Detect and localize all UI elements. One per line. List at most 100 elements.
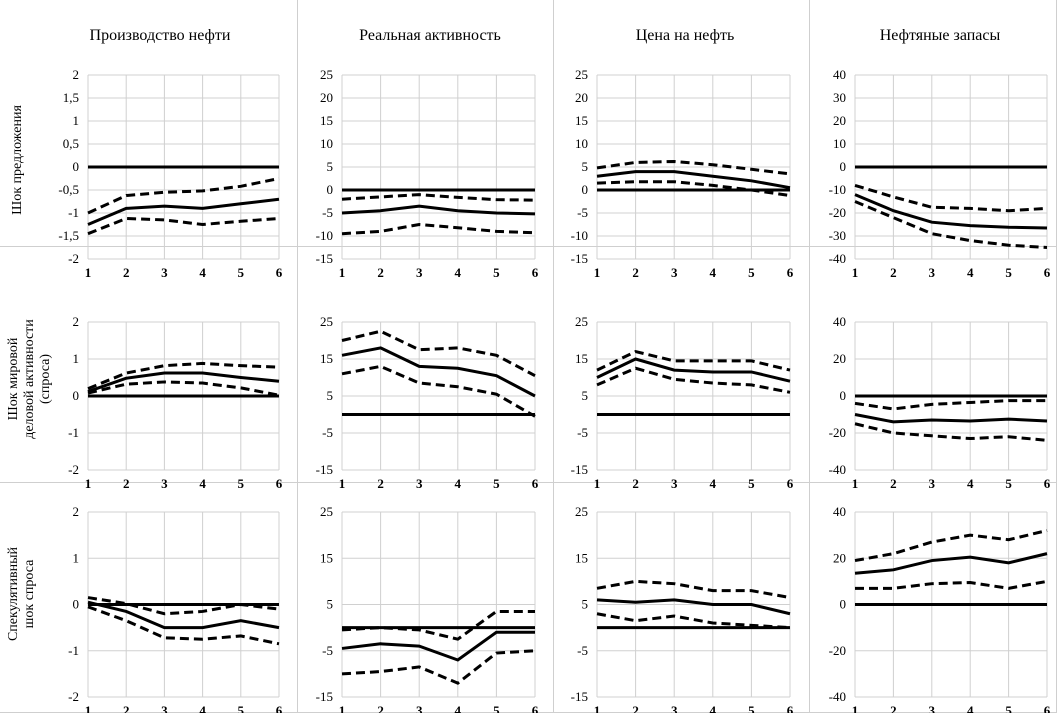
y-tick-label: -15	[571, 462, 588, 477]
lower-bound-line	[854, 200, 1048, 249]
y-tick-label: 2	[73, 314, 80, 329]
y-tick-label: 15	[320, 550, 333, 565]
x-tick-label: 1	[85, 476, 92, 491]
x-tick-label: 5	[493, 476, 500, 491]
x-tick-label: 2	[890, 476, 897, 491]
x-tick-label: 1	[852, 265, 859, 280]
x-tick-label: 1	[339, 703, 346, 713]
y-tick-label: 0	[840, 597, 847, 612]
y-tick-label: 0	[840, 159, 847, 174]
y-tick-label: -40	[829, 462, 846, 477]
central-response-line	[87, 197, 280, 226]
x-tick-label: 4	[710, 703, 717, 713]
lower-bound-line	[341, 222, 536, 236]
x-tick-label: 3	[161, 265, 168, 280]
y-tick-label: -15	[316, 251, 333, 266]
x-tick-label: 5	[1005, 265, 1012, 280]
x-tick-label: 6	[532, 476, 539, 491]
y-tick-label: 20	[833, 113, 846, 128]
x-tick-label: 6	[787, 703, 794, 713]
x-tick-label: 6	[1044, 265, 1051, 280]
y-tick-label: 5	[582, 388, 589, 403]
central-response-line	[596, 170, 791, 190]
y-tick-label: 5	[582, 159, 589, 174]
y-tick-label: 40	[833, 314, 846, 329]
y-tick-label: 25	[320, 504, 333, 519]
y-tick-label: -10	[571, 228, 588, 243]
y-tick-label: -15	[571, 689, 588, 704]
x-tick-label: 4	[967, 476, 974, 491]
x-tick-label: 2	[632, 703, 639, 713]
lower-bound-line	[855, 579, 1048, 590]
grid-cell	[0, 0, 298, 247]
x-tick-label: 3	[929, 265, 936, 280]
x-tick-label: 4	[967, 265, 974, 280]
x-tick-label: 3	[929, 476, 936, 491]
x-tick-label: 1	[85, 703, 92, 713]
y-tick-label: -40	[829, 689, 846, 704]
x-tick-label: 1	[594, 265, 601, 280]
central-response-line	[87, 371, 280, 393]
grid-cell	[554, 0, 810, 247]
y-tick-label: 5	[327, 597, 334, 612]
x-tick-label: 5	[238, 703, 245, 713]
lower-bound-line	[87, 605, 280, 646]
x-tick-label: 1	[852, 476, 859, 491]
x-tick-label: 3	[671, 703, 678, 713]
y-tick-label: 20	[320, 90, 333, 105]
column-header-oil-inventories: Нефтяные запасы	[879, 27, 1001, 44]
y-tick-label: -30	[829, 228, 846, 243]
lower-bound-line	[596, 180, 791, 198]
x-tick-label: 5	[748, 265, 755, 280]
y-tick-label: -10	[829, 182, 846, 197]
x-tick-label: 5	[238, 265, 245, 280]
x-tick-label: 4	[455, 265, 462, 280]
central-response-line	[854, 193, 1048, 230]
x-tick-label: 4	[455, 476, 462, 491]
y-tick-label: -15	[316, 689, 333, 704]
x-tick-label: 4	[199, 703, 206, 713]
y-tick-label: 2	[73, 67, 80, 82]
y-tick-label: -40	[829, 251, 846, 266]
x-tick-label: 1	[594, 703, 601, 713]
y-tick-label: 1	[73, 113, 80, 128]
x-tick-label: 6	[276, 703, 283, 713]
x-tick-label: 1	[339, 476, 346, 491]
y-tick-label: 0,5	[63, 136, 79, 151]
y-tick-label: 25	[575, 314, 588, 329]
y-tick-label: -5	[322, 643, 333, 658]
grid-cell	[0, 247, 298, 483]
x-tick-label: 2	[632, 265, 639, 280]
x-tick-label: 2	[890, 265, 897, 280]
x-tick-label: 3	[929, 703, 936, 713]
y-tick-label: 1	[73, 550, 80, 565]
y-tick-label: 15	[320, 351, 333, 366]
x-tick-label: 3	[161, 703, 168, 713]
y-tick-label: 0	[73, 597, 80, 612]
x-tick-label: 4	[199, 476, 206, 491]
y-tick-label: 1	[73, 351, 80, 366]
y-tick-label: 2	[73, 504, 80, 519]
y-tick-label: -5	[577, 643, 588, 658]
y-tick-label: -5	[322, 425, 333, 440]
x-tick-label: 6	[1044, 476, 1051, 491]
y-tick-label: 20	[833, 550, 846, 565]
y-tick-label: 25	[575, 67, 588, 82]
upper-bound-line	[596, 579, 791, 600]
x-tick-label: 3	[671, 265, 678, 280]
y-tick-label: -15	[316, 462, 333, 477]
y-tick-label: 10	[833, 136, 846, 151]
x-tick-label: 2	[377, 476, 384, 491]
upper-bound-line	[341, 609, 535, 641]
y-tick-label: 15	[575, 550, 588, 565]
column-header-oil-production: Производство нефти	[89, 27, 231, 44]
x-tick-label: 4	[967, 703, 974, 713]
central-response-line	[854, 552, 1048, 575]
central-response-line	[341, 204, 536, 216]
y-tick-label: 25	[320, 67, 333, 82]
y-tick-label: -10	[316, 228, 333, 243]
x-tick-label: 6	[1044, 703, 1051, 713]
x-tick-label: 3	[416, 476, 423, 491]
y-tick-label: -5	[577, 205, 588, 220]
x-tick-label: 3	[671, 476, 678, 491]
